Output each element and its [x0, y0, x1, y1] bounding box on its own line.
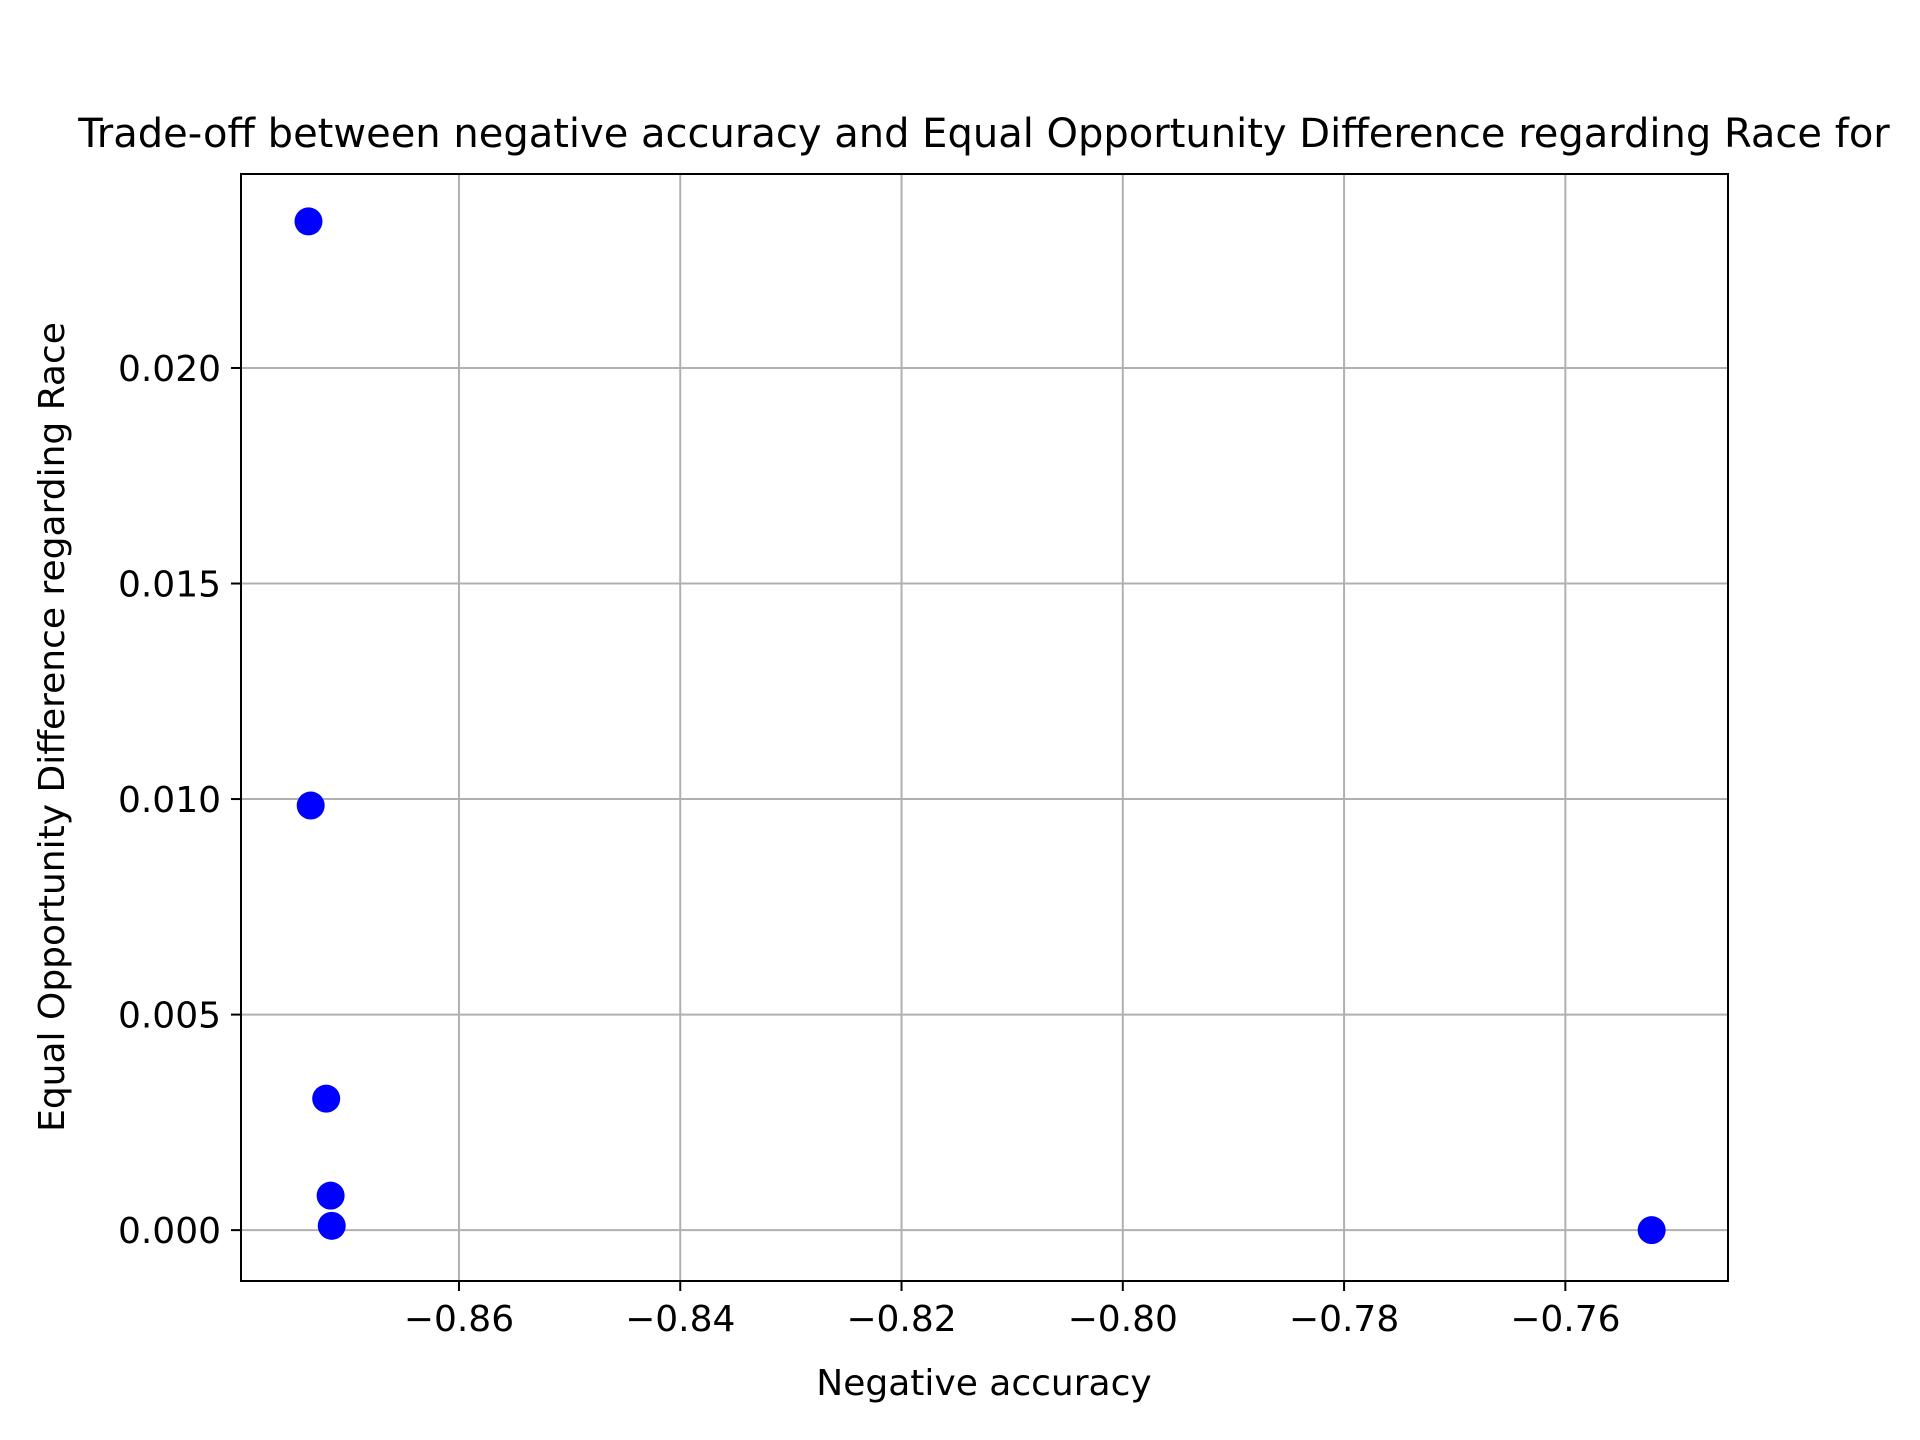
y-axis-label: Equal Opportunity Difference regarding R… [32, 322, 73, 1132]
x-tick-label: −0.84 [625, 1299, 735, 1340]
plot-frame [240, 173, 1729, 1282]
grid [241, 174, 1728, 1281]
y-axis-ticks: 0.000 0.005 0.010 0.015 0.020 [118, 349, 241, 1252]
data-point [312, 1084, 341, 1113]
x-tick-label: −0.78 [1289, 1299, 1399, 1340]
y-tick-label: 0.005 [118, 996, 221, 1037]
data-point [296, 791, 325, 820]
x-tick-label: −0.80 [1068, 1299, 1178, 1340]
data-point [317, 1211, 346, 1240]
y-tick-label: 0.000 [118, 1211, 221, 1252]
y-tick-label: 0.010 [118, 780, 221, 821]
data-point [316, 1181, 345, 1210]
x-tick-label: −0.76 [1510, 1299, 1620, 1340]
x-axis-label: Negative accuracy [816, 1363, 1151, 1404]
x-axis-ticks: −0.86 −0.84 −0.82 −0.80 −0.78 −0.76 [404, 1281, 1621, 1340]
data-point [294, 207, 323, 236]
x-tick-label: −0.86 [404, 1299, 514, 1340]
data-point [1637, 1216, 1666, 1245]
y-tick-label: 0.020 [118, 349, 221, 390]
data-points [294, 207, 1666, 1245]
x-tick-label: −0.82 [846, 1299, 956, 1340]
chart-title: Trade-off between negative accuracy and … [77, 111, 1890, 157]
y-tick-label: 0.015 [118, 565, 221, 606]
